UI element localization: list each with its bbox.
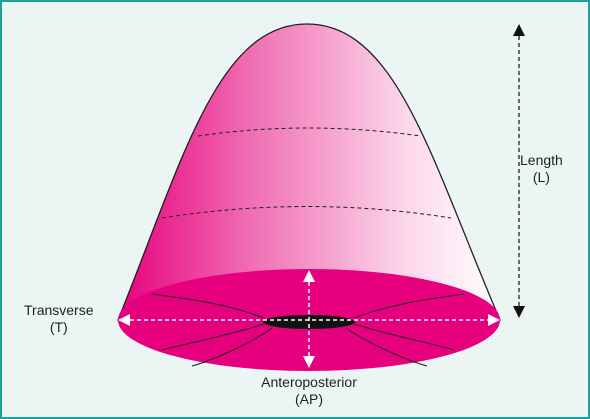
length-label-name: Length	[520, 152, 563, 168]
anteroposterior-label: Anteroposterior (AP)	[259, 374, 359, 408]
anteroposterior-arrow	[303, 270, 315, 368]
fold-lines	[151, 293, 465, 367]
aperture-ellipse	[263, 315, 355, 329]
length-label-abbr: (L)	[532, 169, 550, 185]
transverse-label-abbr: (T)	[49, 319, 68, 335]
transverse-label-name: Transverse	[24, 302, 94, 318]
anteroposterior-label-abbr: (AP)	[295, 391, 323, 407]
length-arrow	[513, 24, 525, 318]
length-label: Length (L)	[520, 152, 563, 186]
cone-body	[117, 23, 501, 321]
transverse-label: Transverse (T)	[24, 302, 94, 336]
contour-ring-lower	[161, 206, 452, 219]
anteroposterior-label-name: Anteroposterior	[261, 374, 357, 390]
